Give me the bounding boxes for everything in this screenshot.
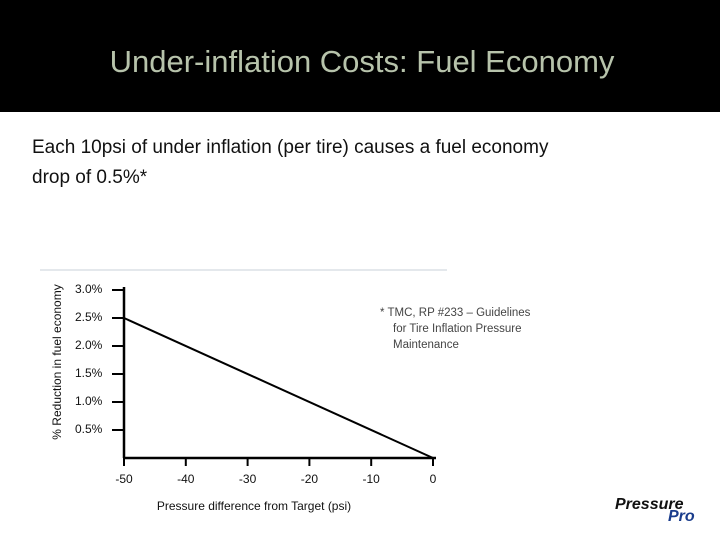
x-tick-label: 0: [430, 472, 437, 486]
logo: Pressure: [615, 496, 684, 513]
x-axis-label: Pressure difference from Target (psi): [157, 499, 351, 513]
footnote: Maintenance: [393, 339, 459, 351]
x-tick-label: -20: [301, 472, 319, 486]
y-tick-label: 1.0%: [75, 394, 103, 408]
title-band: [0, 0, 720, 112]
footnote: * TMC, RP #233 – Guidelines: [380, 307, 531, 319]
x-tick-label: -10: [363, 472, 381, 486]
y-tick-label: 1.5%: [75, 366, 103, 380]
y-axis-label: % Reduction in fuel economy: [50, 284, 64, 439]
footnote: for Tire Inflation Pressure: [393, 323, 521, 335]
x-tick-label: -30: [239, 472, 257, 486]
y-tick-label: 3.0%: [75, 282, 103, 296]
body-text: Each 10psi of under inflation (per tire)…: [32, 137, 549, 158]
x-tick-label: -50: [115, 472, 133, 486]
x-tick-label: -40: [177, 472, 195, 486]
logo: Pro: [668, 508, 695, 525]
y-tick-label: 2.5%: [75, 310, 103, 324]
y-tick-label: 0.5%: [75, 422, 103, 436]
slide-title: Under-inflation Costs: Fuel Economy: [110, 44, 615, 79]
body-text: drop of 0.5%*: [32, 167, 148, 188]
data-line: [123, 317, 434, 459]
y-tick-label: 2.0%: [75, 338, 103, 352]
